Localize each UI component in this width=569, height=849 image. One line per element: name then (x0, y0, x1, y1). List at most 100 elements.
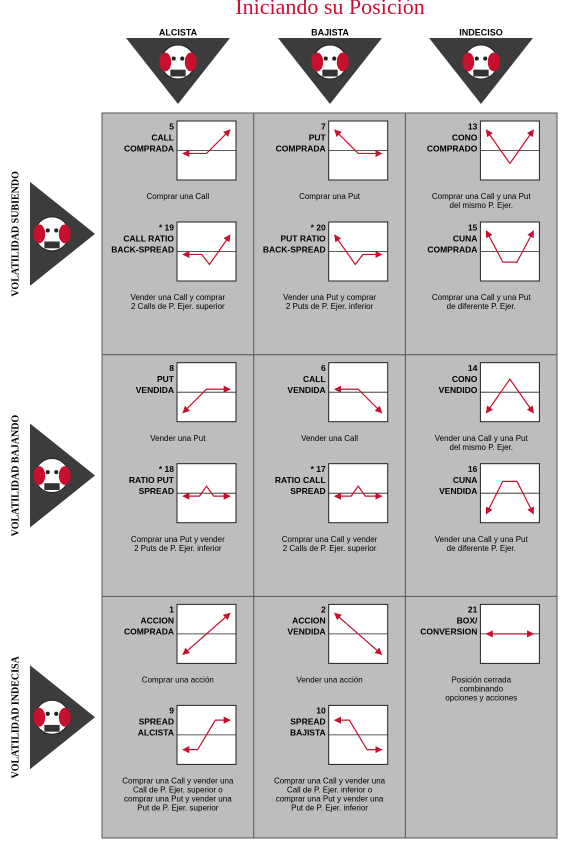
face-body (170, 69, 186, 77)
row-label: VOLATILIDAD BAJANDO (10, 415, 21, 537)
strategy-name: SPREAD (139, 486, 174, 496)
strategy-caption: Vender una Call y comprar (130, 293, 225, 302)
strategy-name: RATIO PUT (129, 475, 175, 485)
payoff-line (334, 234, 383, 266)
strategy-name: VENDIDA (287, 627, 325, 637)
payoff-line (334, 612, 383, 656)
strategy-caption: 2 Puts de P. Ejer. inferior (134, 544, 222, 553)
strategy-name: CONVERSION (420, 627, 477, 637)
face-side (58, 466, 71, 485)
face-side (159, 52, 172, 72)
payoff-line (485, 230, 535, 263)
strategy-caption: comprar una Put y vender una (124, 795, 232, 804)
payoff-line (485, 378, 534, 414)
row-label: VOLATILIDAD SUBIENDO (10, 171, 21, 297)
face-eye (45, 711, 50, 716)
strategy-name: BACK-SPREAD (111, 244, 174, 254)
strategy-name: CONO (452, 132, 478, 142)
face-eye (54, 228, 59, 233)
payoff-line (485, 129, 534, 165)
payoff-line (182, 385, 231, 414)
strategy-number: * 19 (159, 222, 174, 232)
strategy-caption: Comprar una acción (142, 676, 214, 685)
strategy-number: 6 (321, 363, 326, 373)
strategy-number: * 17 (311, 464, 326, 474)
face-eye (483, 56, 488, 61)
face-side (33, 707, 46, 727)
strategy-caption: Call de P. Ejer. superior o (133, 786, 223, 795)
strategy-caption: Comprar una Put y vender (131, 535, 225, 544)
strategy-caption: Vender una acción (296, 676, 362, 685)
column-header: INDECISO (459, 27, 503, 37)
face-eye (54, 470, 59, 475)
strategy-name: CALL (303, 374, 326, 384)
strategy-caption: Vender una Call y una Put (435, 535, 529, 544)
strategy-number: 1 (169, 605, 174, 615)
strategy-caption: Comprar una Call y una Put (432, 192, 531, 201)
strategy-caption: Posición cerrada (451, 676, 511, 685)
face-body (44, 241, 60, 249)
strategy-caption: Put de P. Ejer. superior (137, 804, 219, 813)
strategy-name: CUNA (453, 475, 478, 485)
strategy-name: PUT RATIO (281, 233, 327, 243)
payoff-line (182, 485, 231, 500)
strategy-name: COMPRADA (124, 627, 174, 637)
strategy-caption: comprar una Put y vender una (276, 795, 384, 804)
page-title: Iniciando su Posición (235, 0, 424, 19)
strategy-caption: del mismo P. Ejer. (450, 201, 513, 210)
strategy-caption: Vender una Put y comprar (283, 293, 376, 302)
face-eye (180, 56, 185, 61)
payoff-line (333, 385, 383, 414)
face-side (58, 707, 71, 727)
strategy-caption: combinando (459, 685, 503, 694)
strategy-name: COMPRADA (276, 143, 326, 153)
strategy-name: ACCION (292, 616, 326, 626)
column-header: BAJISTA (311, 27, 349, 37)
face-body (473, 69, 489, 77)
strategy-name: BAJISTA (290, 728, 326, 738)
payoff-line (182, 234, 231, 266)
face-eye (323, 56, 328, 61)
strategy-name: CALL RATIO (123, 233, 174, 243)
payoff-line (182, 612, 231, 656)
strategy-caption: Comprar una Call y vender una (122, 777, 234, 786)
payoff-line (333, 485, 383, 500)
strategy-name: COMPRADA (124, 143, 174, 153)
face-body (322, 69, 338, 77)
strategy-name: VENDIDA (136, 385, 174, 395)
strategy-number: 14 (468, 363, 478, 373)
strategy-caption: Vender una Call y una Put (435, 434, 529, 443)
face-eye (474, 56, 479, 61)
strategy-caption: Comprar una Call y una Put (432, 293, 531, 302)
strategy-name: RATIO CALL (275, 475, 326, 485)
strategy-caption: 2 Calls de P. Ejer. superior (131, 302, 225, 311)
strategy-number: 2 (321, 605, 326, 615)
strategy-name: SPREAD (290, 717, 325, 727)
payoff-line (182, 129, 231, 158)
strategy-caption: Comprar una Call y vender (282, 535, 378, 544)
face-eye (171, 56, 176, 61)
strategy-caption: Vender una Call (301, 434, 358, 443)
face-body (44, 483, 60, 490)
strategy-caption: 2 Calls de P. Ejer. superior (283, 544, 377, 553)
strategy-number: 5 (169, 121, 174, 131)
strategy-number: * 18 (159, 464, 174, 474)
strategy-name: CUNA (453, 233, 478, 243)
column-header: ALCISTA (159, 27, 198, 37)
strategy-caption: de diferente P. Ejer. (447, 302, 516, 311)
strategy-name: BACK-SPREAD (263, 244, 326, 254)
strategy-name: ACCION (140, 616, 174, 626)
face-side (33, 466, 46, 485)
strategy-name: ALCISTA (138, 728, 174, 738)
strategy-caption: Vender una Put (150, 434, 206, 443)
strategy-caption: Call de P. Ejer. inferior o (287, 786, 373, 795)
face-side (58, 224, 71, 244)
strategy-number: * 20 (311, 222, 326, 232)
strategy-number: 8 (169, 363, 174, 373)
strategy-caption: del mismo P. Ejer. (450, 443, 513, 452)
payoff-line (182, 716, 231, 754)
strategy-name: SPREAD (139, 717, 174, 727)
strategy-number: 7 (321, 121, 326, 131)
face-eye (45, 228, 50, 233)
